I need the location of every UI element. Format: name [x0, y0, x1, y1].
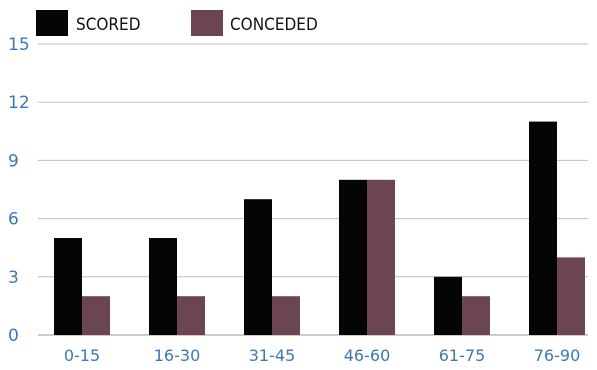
x-tick-label-76-90: 76-90: [534, 346, 581, 365]
bar-conceded-31-45: [272, 296, 300, 335]
legend-swatch-scored: [36, 10, 68, 36]
legend-label-conceded: CONCEDED: [230, 15, 318, 35]
x-tick-label-61-75: 61-75: [439, 346, 486, 365]
y-tick-label-15: 15: [8, 35, 30, 55]
bar-conceded-46-60: [367, 179, 395, 335]
x-tick-label-0-15: 0-15: [64, 346, 100, 365]
bar-scored-16-30: [149, 238, 177, 335]
bar-conceded-0-15: [82, 296, 110, 335]
bar-conceded-76-90: [557, 257, 585, 335]
bar-conceded-16-30: [177, 296, 205, 335]
legend-swatch-conceded: [191, 10, 223, 36]
bars: [54, 121, 585, 335]
bar-scored-61-75: [434, 276, 462, 335]
x-axis-ticks: 0-15 16-30 31-45 46-60 61-75 76-90: [64, 346, 580, 365]
y-tick-label-12: 12: [8, 93, 30, 113]
bar-conceded-61-75: [462, 296, 490, 335]
bar-scored-31-45: [244, 199, 272, 335]
x-tick-label-16-30: 16-30: [154, 346, 201, 365]
y-tick-label-3: 3: [8, 268, 19, 288]
y-tick-label-6: 6: [8, 210, 19, 230]
legend: SCORED CONCEDED: [36, 10, 318, 36]
bar-scored-46-60: [339, 179, 367, 335]
legend-label-scored: SCORED: [76, 15, 141, 35]
y-axis-ticks: 0 3 6 9 12 15: [8, 35, 30, 346]
bar-scored-0-15: [54, 238, 82, 335]
gridlines: [38, 43, 588, 336]
x-tick-label-31-45: 31-45: [249, 346, 296, 365]
x-tick-label-46-60: 46-60: [344, 346, 391, 365]
y-tick-label-9: 9: [8, 151, 19, 171]
bar-scored-76-90: [529, 121, 557, 335]
y-tick-label-0: 0: [8, 326, 19, 346]
